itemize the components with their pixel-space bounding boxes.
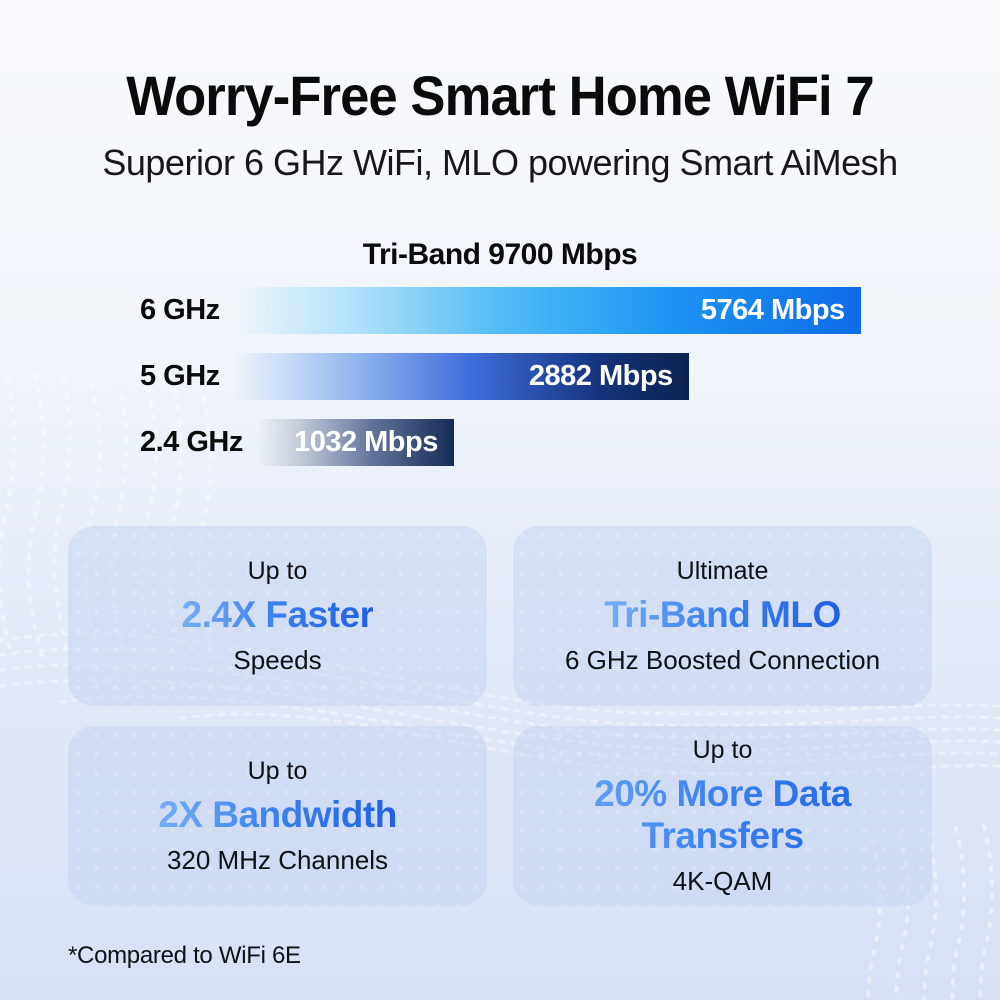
bar-value-24ghz: 1032 Mbps xyxy=(294,426,438,459)
band-label-5ghz: 5 GHz xyxy=(140,360,220,393)
feature-card-tri-band-mlo: Ultimate Tri-Band MLO 6 GHz Boosted Conn… xyxy=(513,526,932,707)
page-title: Worry-Free Smart Home WiFi 7 xyxy=(126,64,874,127)
feature-card-faster-speeds: Up to 2.4X Faster Speeds xyxy=(68,526,487,707)
chart-row-6ghz: 6 GHz 5764 Mbps xyxy=(140,287,932,335)
card-description: 320 MHz Channels xyxy=(166,845,389,876)
card-description: 6 GHz Boosted Connection xyxy=(564,645,881,676)
chart-row-24ghz: 2.4 GHz 1032 Mbps xyxy=(140,419,932,467)
card-eyebrow: Ultimate xyxy=(676,556,769,585)
card-description: 4K-QAM xyxy=(672,866,773,897)
bar-24ghz: 1032 Mbps xyxy=(256,419,454,467)
card-title: 20% More Data Transfers xyxy=(531,773,914,856)
chart-row-5ghz: 5 GHz 2882 Mbps xyxy=(140,353,932,401)
card-eyebrow: Up to xyxy=(247,756,308,785)
feature-card-data-transfers: Up to 20% More Data Transfers 4K-QAM xyxy=(513,726,932,907)
bar-6ghz: 5764 Mbps xyxy=(233,287,861,335)
tri-band-speed-chart: Tri-Band 9700 Mbps 6 GHz 5764 Mbps 5 GHz… xyxy=(68,237,932,467)
chart-title: Tri-Band 9700 Mbps xyxy=(362,238,638,272)
bar-value-5ghz: 2882 Mbps xyxy=(528,360,673,393)
page-subtitle: Superior 6 GHz WiFi, MLO powering Smart … xyxy=(102,142,898,184)
footnote: *Compared to WiFi 6E xyxy=(68,942,301,970)
chart-rows: 6 GHz 5764 Mbps 5 GHz 2882 Mbps 2.4 GHz … xyxy=(68,287,932,467)
card-eyebrow: Up to xyxy=(247,556,308,585)
card-title: 2.4X Faster xyxy=(181,593,374,635)
content-wrapper: Worry-Free Smart Home WiFi 7 Superior 6 … xyxy=(68,64,932,970)
feature-cards-grid: Up to 2.4X Faster Speeds Ultimate Tri-Ba… xyxy=(68,526,932,907)
card-title: 2X Bandwidth xyxy=(158,793,397,835)
bar-5ghz: 2882 Mbps xyxy=(233,353,689,401)
band-label-6ghz: 6 GHz xyxy=(140,294,220,327)
band-label-24ghz: 2.4 GHz xyxy=(140,426,243,459)
feature-card-bandwidth: Up to 2X Bandwidth 320 MHz Channels xyxy=(68,726,487,907)
bar-value-6ghz: 5764 Mbps xyxy=(700,294,845,327)
card-eyebrow: Up to xyxy=(692,736,753,765)
card-title: Tri-Band MLO xyxy=(604,593,841,635)
card-description: Speeds xyxy=(233,645,322,676)
